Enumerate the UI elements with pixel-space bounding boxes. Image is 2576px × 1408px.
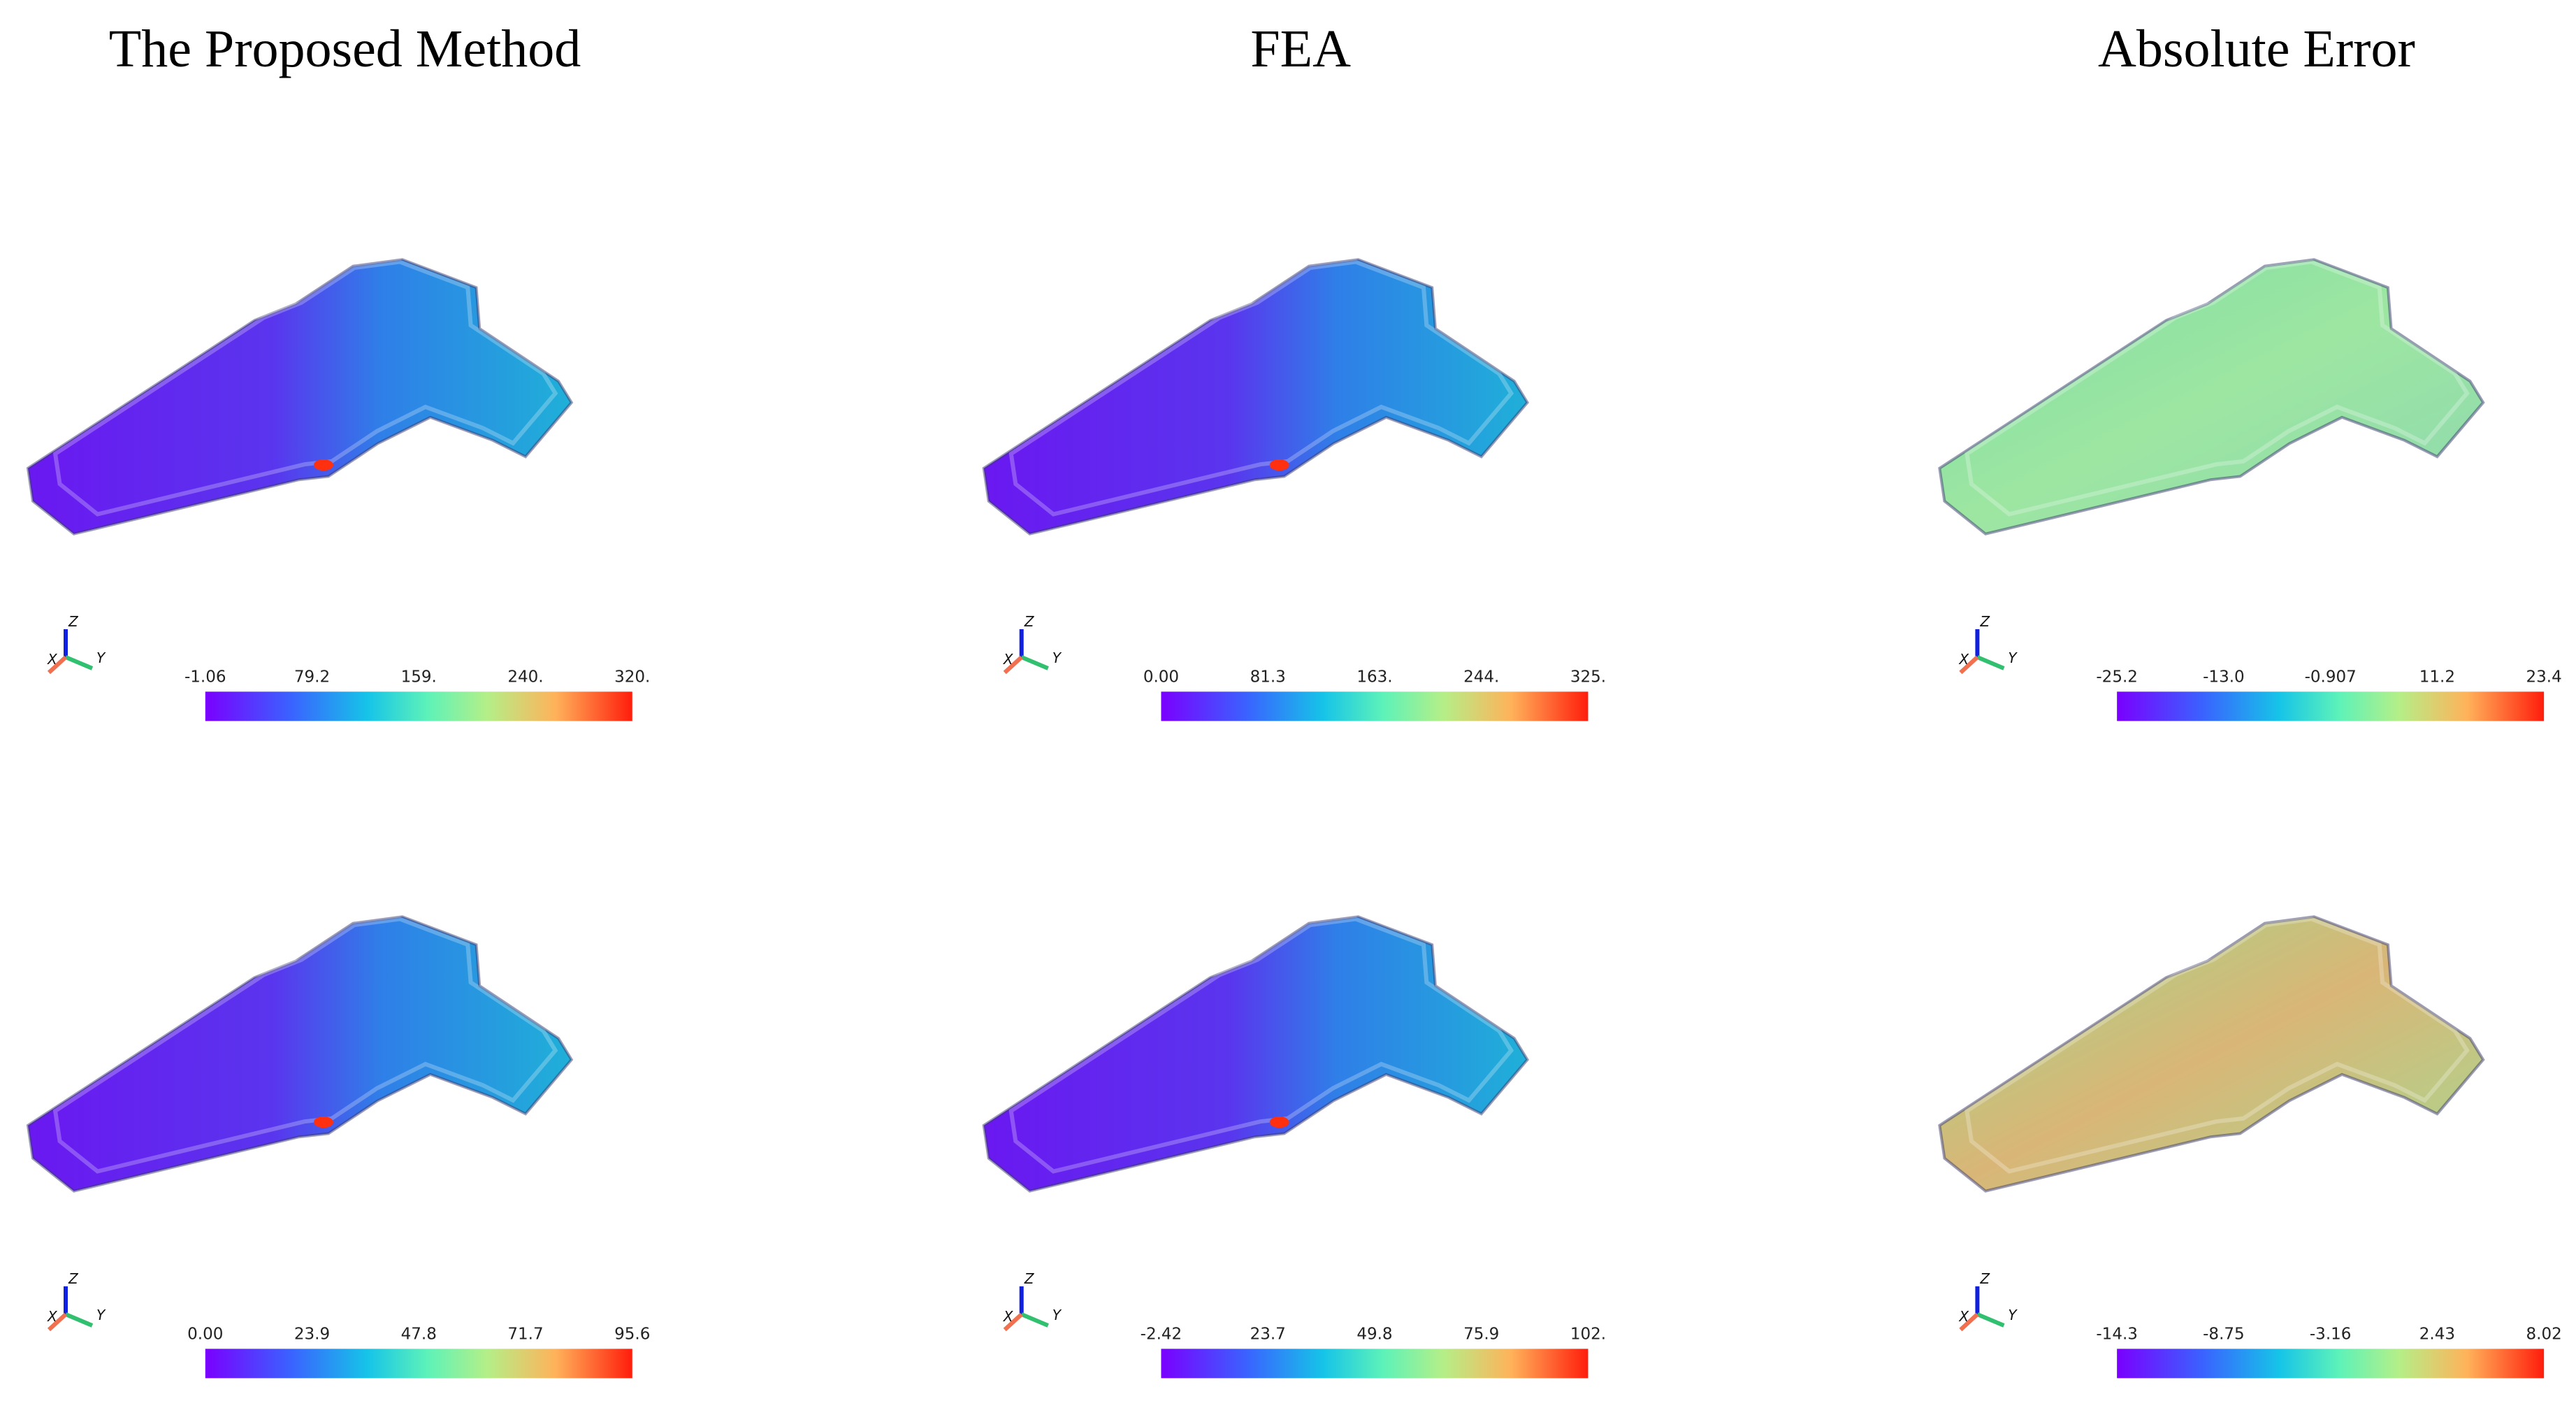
mesh-body xyxy=(1938,915,2485,1193)
colorbar-tick-label: 240. xyxy=(507,668,543,686)
mesh-rim xyxy=(1008,259,1514,517)
colorbar-tick-label: 79.2 xyxy=(294,668,330,686)
colorbar-tick-label: 23.7 xyxy=(1250,1325,1286,1343)
axis-label: X xyxy=(1003,651,1014,668)
colorbar-tick-label: 95.6 xyxy=(614,1325,650,1343)
mesh-body xyxy=(26,915,574,1193)
panel: Z Y X -1.06 79.2 159. 240. 320. xyxy=(26,258,650,721)
colorbar xyxy=(205,691,632,721)
mesh-rim xyxy=(1008,917,1514,1174)
axis-y xyxy=(64,1312,94,1328)
colorbar-tick-label: 102. xyxy=(1570,1325,1606,1343)
panel: Z Y X -25.2 -13.0 -0.907 11.2 23.4 xyxy=(1938,258,2562,721)
colorbar xyxy=(1161,691,1589,721)
panel: Z Y X -14.3 -8.75 -3.16 2.43 8.02 xyxy=(1938,915,2562,1379)
panel: Z Y X 0.00 23.9 47.8 71.7 95.6 xyxy=(26,915,650,1379)
panel: Z Y X -2.42 23.7 49.8 75.9 102. xyxy=(982,915,1606,1379)
colorbar xyxy=(205,1349,632,1379)
axis-y xyxy=(1020,655,1049,670)
axis-label: Z xyxy=(1024,1270,1035,1287)
colorbar-tick-label: 163. xyxy=(1356,668,1392,686)
colorbar-tick-label: 81.3 xyxy=(1250,668,1286,686)
axis-label: Z xyxy=(68,1270,79,1287)
colorbar-tick-label: 244. xyxy=(1463,668,1499,686)
colorbar-tick-label: 47.8 xyxy=(401,1325,437,1343)
axis-x xyxy=(47,1312,68,1332)
axis-label: Y xyxy=(1052,649,1062,666)
axis-x xyxy=(1959,655,1979,675)
colorbar-tick-label: -8.75 xyxy=(2203,1325,2245,1343)
colorbar-tick-label: 0.00 xyxy=(187,1325,223,1343)
stress-spot xyxy=(313,1116,333,1128)
colorbar-tick-label: 71.7 xyxy=(507,1325,543,1343)
axis-x xyxy=(1959,1312,1979,1332)
column-title: The Proposed Method xyxy=(109,20,581,78)
axis-label: X xyxy=(47,651,58,668)
axis-x xyxy=(47,655,68,675)
colorbar-tick-label: -14.3 xyxy=(2096,1325,2138,1343)
panel: Z Y X 0.00 81.3 163. 244. 325. xyxy=(982,258,1606,721)
colorbar-tick-label: -3.16 xyxy=(2310,1325,2352,1343)
mesh-body xyxy=(26,258,574,536)
stress-spot xyxy=(1269,1116,1289,1128)
colorbar xyxy=(1161,1349,1589,1379)
axis-label: Y xyxy=(2008,1307,2018,1323)
axis-label: Z xyxy=(1979,613,1990,630)
colorbar-tick-label: 23.9 xyxy=(294,1325,330,1343)
colorbar-tick-label: 2.43 xyxy=(2419,1325,2455,1343)
axis-label: Z xyxy=(1024,613,1035,630)
mesh-rim xyxy=(1964,917,2470,1174)
axis-label: X xyxy=(1003,1308,1014,1325)
mesh-rim xyxy=(52,917,558,1174)
axis-y xyxy=(1976,655,2005,670)
axis-label: X xyxy=(47,1308,58,1325)
mesh-rim xyxy=(1964,259,2470,517)
colorbar-tick-label: 0.00 xyxy=(1143,668,1179,686)
mesh-body xyxy=(982,915,1529,1193)
colorbar-tick-label: -2.42 xyxy=(1141,1325,1182,1343)
axis-label: Y xyxy=(1052,1307,1062,1323)
stress-spot xyxy=(1269,459,1289,471)
stress-spot xyxy=(313,459,333,471)
mesh-body xyxy=(1938,258,2485,536)
colorbar xyxy=(2117,1349,2545,1379)
axis-label: Y xyxy=(96,649,106,666)
colorbar-tick-label: -25.2 xyxy=(2096,668,2138,686)
axis-label: Y xyxy=(96,1307,106,1323)
colorbar-tick-label: -1.06 xyxy=(184,668,226,686)
mesh-rim xyxy=(52,259,558,517)
colorbar-tick-label: 8.02 xyxy=(2526,1325,2562,1343)
colorbar-tick-label: 23.4 xyxy=(2526,668,2562,686)
colorbar-tick-label: 75.9 xyxy=(1463,1325,1499,1343)
axis-label: Z xyxy=(68,613,79,630)
axis-label: Y xyxy=(2008,649,2018,666)
axis-x xyxy=(1003,1312,1023,1332)
colorbar-tick-label: -13.0 xyxy=(2203,668,2245,686)
colorbar xyxy=(2117,691,2545,721)
column-title: FEA xyxy=(1250,20,1351,78)
colorbar-tick-label: 49.8 xyxy=(1356,1325,1392,1343)
axis-x xyxy=(1003,655,1023,675)
axis-label: X xyxy=(1958,1308,1969,1325)
mesh-body xyxy=(982,258,1529,536)
colorbar-tick-label: 320. xyxy=(614,668,650,686)
axis-y xyxy=(1976,1312,2005,1328)
axis-label: Z xyxy=(1979,1270,1990,1287)
colorbar-tick-label: 159. xyxy=(401,668,437,686)
colorbar-tick-label: 325. xyxy=(1570,668,1606,686)
axis-y xyxy=(64,655,94,670)
axis-y xyxy=(1020,1312,1049,1328)
colorbar-tick-label: 11.2 xyxy=(2419,668,2455,686)
axis-label: X xyxy=(1958,651,1969,668)
column-title: Absolute Error xyxy=(2098,20,2415,78)
colorbar-tick-label: -0.907 xyxy=(2305,668,2357,686)
